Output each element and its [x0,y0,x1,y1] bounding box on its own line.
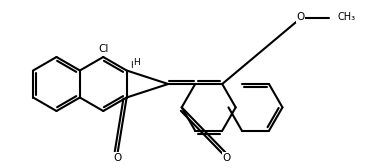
Text: CH₃: CH₃ [338,12,356,23]
Text: O: O [113,153,122,163]
Text: H: H [130,60,137,70]
Text: O: O [223,153,231,163]
Text: H: H [133,58,140,67]
Text: O: O [296,12,305,23]
Text: Cl: Cl [98,44,109,53]
